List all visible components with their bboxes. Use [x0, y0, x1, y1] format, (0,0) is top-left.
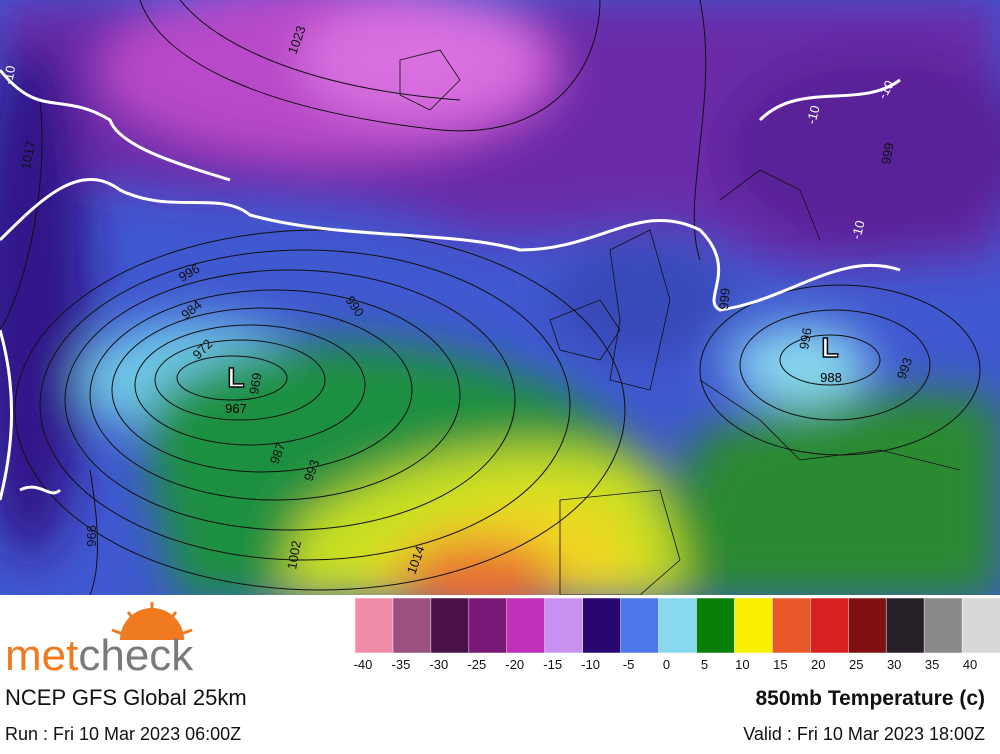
legend-label: -5 — [623, 657, 635, 672]
isotherm-label: -10 — [803, 104, 822, 126]
legend-swatch — [696, 597, 736, 654]
legend-label: 0 — [663, 657, 670, 672]
contour-label: 996 — [796, 327, 815, 351]
legend-swatch — [734, 597, 774, 654]
legend-swatch — [620, 597, 660, 654]
contour-label: 993 — [301, 458, 323, 484]
valid-time: Valid : Fri 10 Mar 2023 18:00Z — [743, 724, 985, 744]
legend-label: -35 — [392, 657, 411, 672]
legend-label: 10 — [735, 657, 749, 672]
contour-label: 1017 — [18, 139, 38, 170]
legend-label: -25 — [467, 657, 486, 672]
legend-label: 35 — [925, 657, 939, 672]
legend-swatch — [430, 597, 470, 654]
map-field: L 967 L 988 1023 1017 996 984 972 969 99… — [0, 0, 1000, 595]
legend-swatch — [544, 597, 584, 654]
legend-title: 850mb Temperature (c) — [755, 687, 985, 710]
legend-label: 15 — [773, 657, 787, 672]
legend-label: 25 — [849, 657, 863, 672]
contour-label: 969 — [246, 372, 265, 396]
legend-swatch — [468, 597, 508, 654]
legend-swatch — [506, 597, 546, 654]
legend: -40 -35 -30 -25 -20 -15 -10 -5 0 5 10 15 20 25 30 35 40 — [354, 597, 1000, 672]
isotherm-label: -10 — [0, 64, 18, 85]
contour-label: 996 — [84, 525, 99, 547]
contour-label: 999 — [878, 142, 897, 166]
contour-label: 999 — [716, 287, 733, 310]
legend-swatch — [923, 597, 963, 654]
low-pressure: 967 — [225, 401, 247, 416]
legend-swatch — [810, 597, 849, 654]
legend-label: 20 — [811, 657, 825, 672]
contour-label: 987 — [267, 441, 289, 467]
low-pressure: 988 — [820, 370, 842, 385]
isotherm-label: -10 — [848, 219, 867, 241]
legend-label: -10 — [581, 657, 600, 672]
legend-swatch — [885, 597, 925, 654]
legend-swatch — [582, 597, 622, 654]
legend-label: -30 — [429, 657, 448, 672]
legend-label: -15 — [543, 657, 562, 672]
legend-swatch — [847, 597, 887, 654]
legend-swatch — [961, 597, 1000, 654]
contour-label: 1002 — [284, 539, 304, 570]
model-name: NCEP GFS Global 25km — [5, 685, 247, 710]
legend-label: -20 — [505, 657, 524, 672]
run-time: Run : Fri 10 Mar 2023 06:00Z — [5, 724, 241, 744]
low-symbol: L — [227, 362, 244, 393]
legend-swatch — [658, 597, 698, 654]
legend-swatch — [772, 597, 812, 654]
legend-swatch — [392, 597, 432, 654]
legend-label: 40 — [963, 657, 977, 672]
legend-label: 5 — [701, 657, 708, 672]
logo-sun — [111, 602, 193, 640]
legend-label: 30 — [887, 657, 901, 672]
low-symbol: L — [821, 332, 838, 363]
legend-swatch — [354, 597, 394, 654]
brand: metcheck — [5, 631, 194, 680]
legend-label: -40 — [354, 657, 373, 672]
contour-label: 993 — [894, 356, 916, 382]
